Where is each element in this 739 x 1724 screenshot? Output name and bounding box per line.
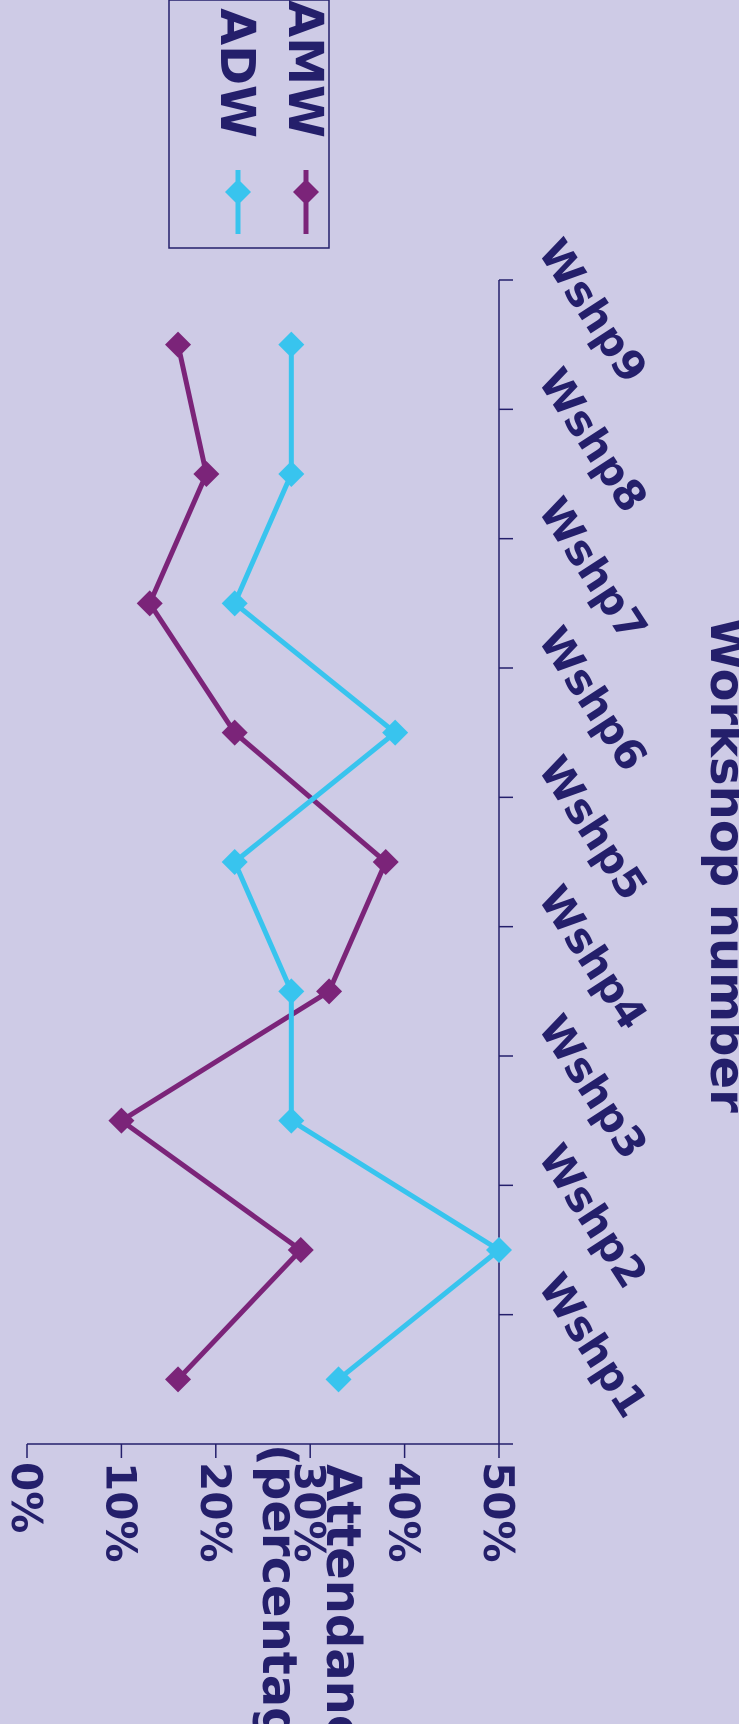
legend-swatch-marker [225,179,251,205]
data-point-adw [221,849,248,875]
x-tick-label: Wshp3 [529,1006,658,1167]
data-point-adw [221,590,248,617]
legend-box [168,0,330,249]
data-point-amw [165,331,192,358]
y-tick-label: 30% [285,1462,334,1563]
legend-label: ADW [209,8,265,138]
data-point-amw [316,978,343,1005]
data-point-adw [278,331,305,358]
x-tick-label: Wshp8 [529,359,658,520]
data-point-adw [382,719,409,746]
x-tick-label: Wshp6 [529,618,658,779]
legend-label: AMW [277,0,333,138]
y-axis-title-line1: Attendance [315,1464,371,1724]
data-point-adw [325,1366,352,1393]
y-tick-label: 40% [380,1462,429,1563]
y-axis-title-line2: (percentage) [251,1444,307,1724]
data-point-amw [287,1237,314,1263]
data-point-amw [372,849,399,875]
data-point-amw [108,1107,135,1134]
axis-ticks: Wshp1Wshp2Wshp3Wshp4Wshp5Wshp6Wshp7Wshp8… [2,230,657,1562]
x-tick-label: Wshp7 [529,489,658,650]
series-line-adw [232,344,502,1382]
data-point-amw [165,1366,192,1393]
x-tick-label: Wshp5 [529,747,658,908]
x-tick-label: Wshp2 [529,1135,658,1296]
y-tick-label: 20% [191,1462,240,1563]
y-tick-label: 50% [474,1462,523,1563]
x-tick-label: Wshp9 [529,230,658,391]
legend-swatch-marker [293,179,319,205]
x-tick-label: Wshp1 [529,1265,658,1426]
x-tick-label: Wshp4 [529,877,658,1038]
data-point-adw [278,1107,305,1134]
series-line-amw [118,344,389,1382]
y-tick-label: 0% [2,1462,51,1533]
x-axis-title: Workshop number [699,617,739,1113]
data-point-adw [278,978,305,1005]
data-point-adw [486,1237,512,1263]
data-point-amw [136,590,163,617]
y-tick-label: 10% [96,1462,145,1563]
series-layer [108,331,512,1393]
data-point-amw [221,719,248,746]
data-point-amw [193,461,220,487]
data-point-adw [278,461,305,487]
